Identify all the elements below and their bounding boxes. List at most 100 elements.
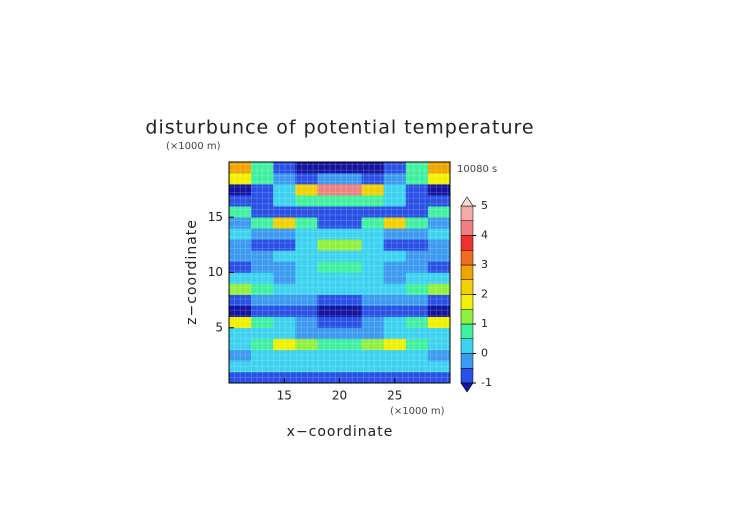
cell: [427, 283, 451, 295]
cell: [317, 184, 340, 196]
cell: [427, 239, 451, 251]
cell: [317, 360, 340, 373]
cell: [273, 272, 296, 284]
cell: [383, 217, 407, 229]
cell: [339, 305, 362, 317]
cell: [427, 206, 451, 218]
colorbar-tick-label: 2: [481, 288, 488, 301]
cell: [383, 228, 407, 240]
cell: [339, 338, 362, 351]
cell: [317, 327, 340, 340]
cell: [383, 338, 407, 351]
cell: [361, 184, 384, 196]
cell: [317, 294, 340, 306]
cell: [251, 272, 274, 284]
cell: [229, 316, 252, 329]
cell: [427, 360, 451, 373]
cell: [383, 305, 407, 317]
colorbar-under: [460, 382, 474, 393]
cell: [251, 195, 274, 207]
cell: [339, 371, 362, 384]
cell: [273, 173, 296, 185]
cell: [317, 217, 340, 229]
cell: [361, 305, 384, 317]
cell: [251, 261, 274, 273]
cell: [383, 272, 407, 284]
cell: [317, 338, 340, 351]
cell: [273, 239, 296, 251]
cell: [427, 173, 451, 185]
cell: [405, 360, 429, 373]
cell: [295, 239, 318, 251]
cell: [229, 360, 252, 373]
colorbar-band: [460, 279, 474, 295]
cell: [361, 338, 384, 351]
cell: [361, 360, 384, 373]
cell: [361, 173, 384, 185]
cell: [361, 316, 384, 329]
cell: [229, 206, 252, 218]
cell: [361, 162, 384, 174]
x-tick-label: 15: [277, 389, 292, 403]
cell: [251, 162, 274, 174]
cell: [273, 184, 296, 196]
cell: [229, 294, 252, 306]
cell: [405, 316, 429, 329]
cell: [405, 305, 429, 317]
cell: [229, 371, 252, 384]
x-tick-label: 20: [332, 389, 347, 403]
cell: [405, 217, 429, 229]
cell: [427, 272, 451, 284]
colorbar-band: [460, 250, 474, 266]
colorbar-band: [460, 205, 474, 221]
cell: [229, 272, 252, 284]
y-unit: (×1000 m): [166, 141, 221, 152]
cell: [339, 173, 362, 185]
cell: [339, 162, 362, 174]
cell: [273, 228, 296, 240]
cell: [383, 173, 407, 185]
cell: [295, 250, 318, 262]
cell: [317, 206, 340, 218]
cell: [339, 250, 362, 262]
cell: [361, 228, 384, 240]
cell: [361, 206, 384, 218]
cell: [295, 316, 318, 329]
cell: [295, 228, 318, 240]
cell: [339, 316, 362, 329]
cell: [361, 239, 384, 251]
cell: [339, 283, 362, 295]
colorbar-tick-label: 4: [481, 229, 488, 242]
cell: [273, 294, 296, 306]
cell: [229, 173, 252, 185]
cell: [229, 162, 252, 174]
cell: [273, 283, 296, 295]
cell: [361, 371, 384, 384]
cell: [427, 371, 451, 384]
cell: [229, 184, 252, 196]
cell: [339, 228, 362, 240]
cell: [273, 327, 296, 340]
cell: [427, 294, 451, 306]
cell: [317, 371, 340, 384]
cell: [251, 371, 274, 384]
y-tick-label: 15: [208, 210, 223, 224]
cell: [295, 305, 318, 317]
y-tick-label: 10: [208, 265, 223, 279]
cell: [383, 206, 407, 218]
cell: [383, 162, 407, 174]
cell: [273, 261, 296, 273]
cell: [405, 162, 429, 174]
cell: [317, 228, 340, 240]
cell: [361, 283, 384, 295]
cell: [361, 349, 384, 362]
cell: [251, 250, 274, 262]
cell: [295, 184, 318, 196]
cell: [339, 349, 362, 362]
cell: [427, 195, 451, 207]
cell: [427, 162, 451, 174]
cell: [273, 206, 296, 218]
colorbar-tick-label: -1: [481, 376, 492, 389]
cell: [383, 184, 407, 196]
